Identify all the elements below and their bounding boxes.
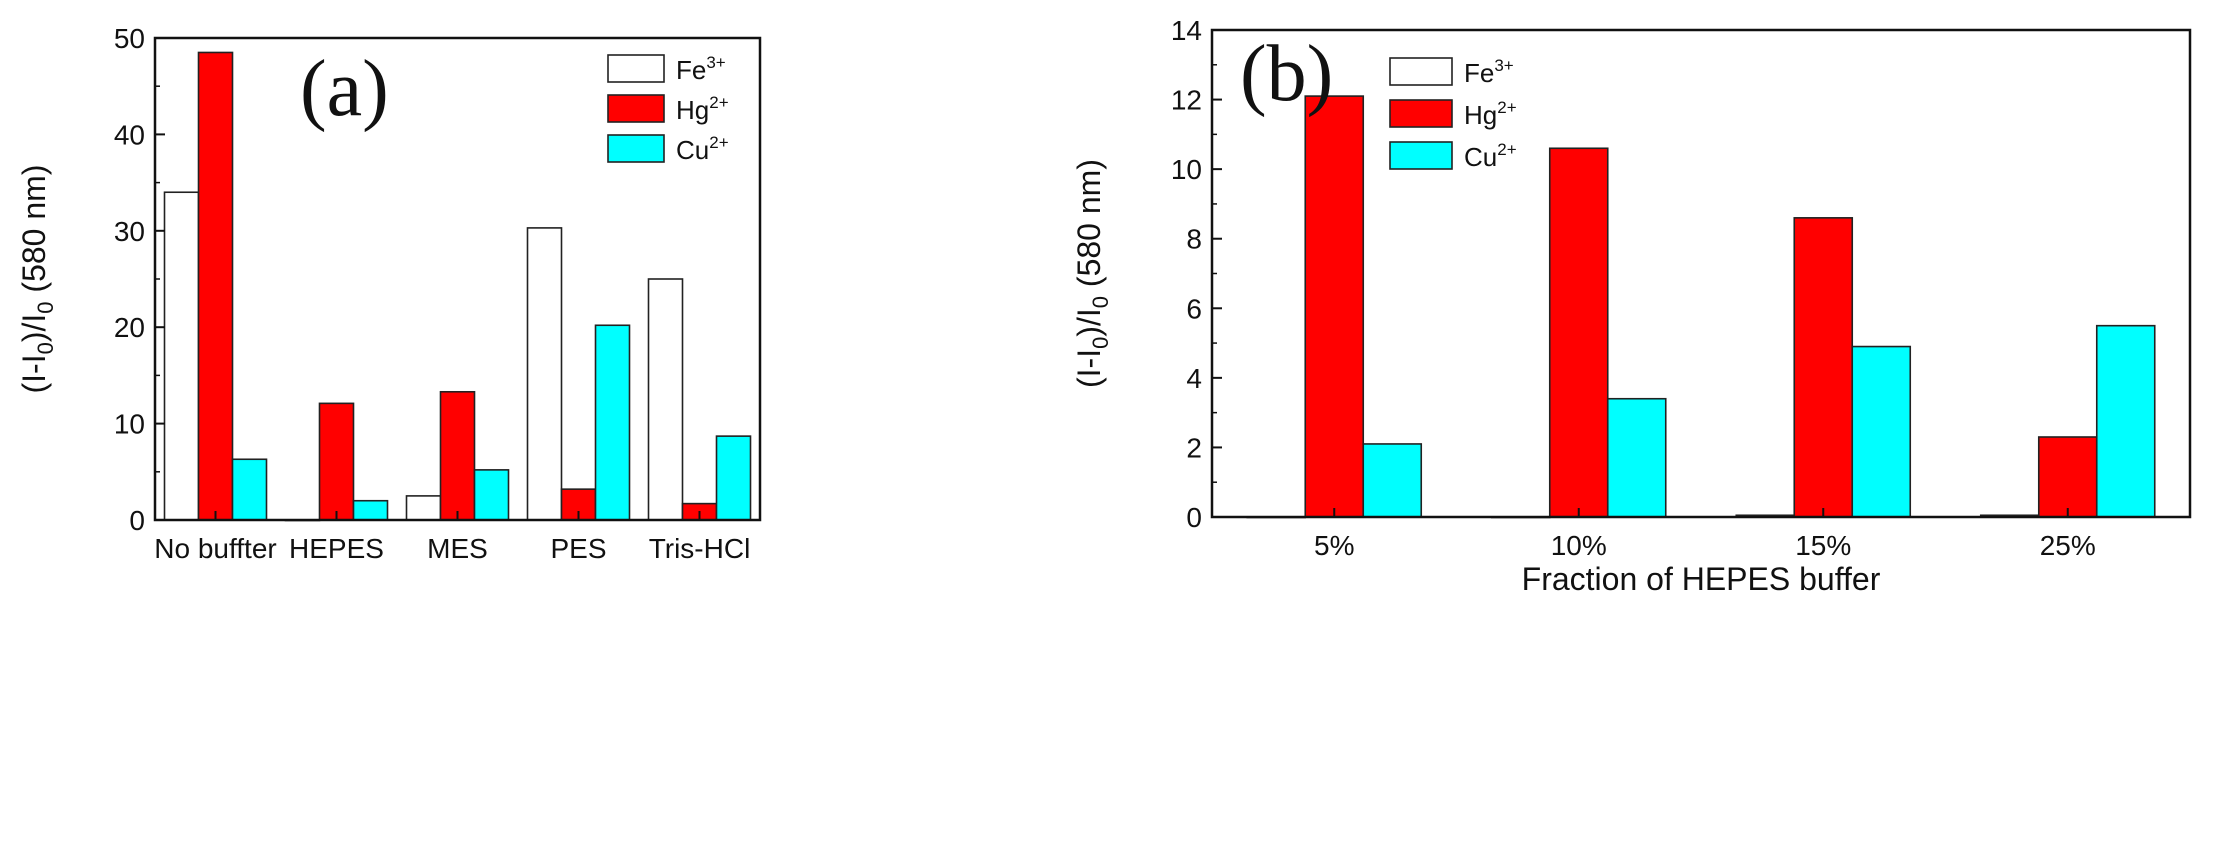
bar-cu-2	[352, 499, 389, 521]
bar-hg-1	[1304, 95, 1365, 518]
y-axis-label: (I-I0)/I0 (580 nm)	[1071, 159, 1113, 388]
legend-swatch-fe	[607, 54, 665, 83]
y-axis-label: (I-I0)/I0 (580 nm)	[16, 165, 58, 394]
y-tick-label: 4	[1186, 363, 1202, 394]
y-tick-label: 12	[1171, 85, 1202, 116]
bar-cu-3	[1851, 345, 1912, 518]
y-tick-label: 50	[114, 23, 145, 54]
legend-label-cu: Cu2+	[676, 133, 729, 165]
legend-swatch-fe	[1389, 57, 1453, 86]
y-tick-label: 0	[129, 505, 145, 536]
x-tick-label: Tris-HCl	[649, 533, 751, 564]
y-tick-label: 30	[114, 216, 145, 247]
bar-hg-1	[197, 51, 234, 521]
x-tick-label: 10%	[1551, 530, 1607, 561]
legend: Fe3+ Hg2+ Cu2+	[1389, 56, 1517, 172]
legend-swatch-cu	[1389, 141, 1453, 170]
bar-hg-2	[1548, 147, 1609, 518]
x-axis-label: Fraction of HEPES buffer	[1522, 561, 1881, 597]
bar-cu-1	[1362, 443, 1423, 518]
y-tick-label: 14	[1171, 15, 1202, 46]
chart-panel-a: No buffter HEPES MES PES Tris-HCl 0 10 20 30 40 50…	[16, 23, 762, 564]
panel-label: (b)	[1240, 30, 1333, 118]
y-tick-label: 0	[1186, 502, 1202, 533]
plot-frame	[153, 36, 762, 522]
legend: Fe3+ Hg2+ Cu2+	[607, 53, 729, 165]
bar-hg-3	[439, 390, 476, 521]
bar-cu-4	[2095, 324, 2156, 518]
y-tick-label: 10	[1171, 154, 1202, 185]
y-tick-label: 20	[114, 312, 145, 343]
legend-label-hg: Hg2+	[1464, 98, 1517, 130]
y-tick-label: 6	[1186, 293, 1202, 324]
y-tick-label: 40	[114, 119, 145, 150]
bar-cu-2	[1606, 397, 1667, 518]
y-tick-label: 8	[1186, 224, 1202, 255]
bar-fe-5	[647, 278, 684, 521]
bar-hg-2	[318, 402, 355, 521]
y-tick-label: 10	[114, 409, 145, 440]
x-tick-label: 15%	[1795, 530, 1851, 561]
legend-label-fe: Fe3+	[1464, 56, 1514, 88]
y-tick-label: 2	[1186, 432, 1202, 463]
x-tick-label: HEPES	[289, 533, 384, 564]
bar-cu-3	[473, 469, 510, 521]
legend-label-fe: Fe3+	[676, 53, 726, 85]
legend-swatch-cu	[607, 134, 665, 163]
bar-fe-4	[526, 227, 563, 521]
x-tick-label: MES	[427, 533, 488, 564]
x-tick-label: 25%	[2040, 530, 2096, 561]
x-tick-label: 5%	[1314, 530, 1354, 561]
bar-fe-3	[405, 495, 442, 521]
chart-panel-b: 5% 10% 15% 25% 0 2 4 6 8 10 12 14 (b) Fe3+ Hg2+ Cu2+ (I-…	[1071, 15, 2192, 597]
bar-hg-4	[2037, 436, 2098, 518]
bar-fe-1	[163, 191, 200, 521]
legend-swatch-hg	[1389, 99, 1453, 128]
legend-swatch-hg	[607, 94, 665, 123]
plot-frame	[1210, 28, 2192, 519]
panel-label: (a)	[300, 45, 389, 133]
legend-label-hg: Hg2+	[676, 93, 729, 125]
bar-cu-4	[594, 324, 631, 521]
bar-cu-1	[231, 458, 268, 521]
legend-label-cu: Cu2+	[1464, 140, 1517, 172]
bar-hg-3	[1793, 217, 1854, 518]
x-tick-label: No buffter	[154, 533, 276, 564]
x-tick-label: PES	[550, 533, 606, 564]
bar-cu-5	[715, 435, 752, 521]
